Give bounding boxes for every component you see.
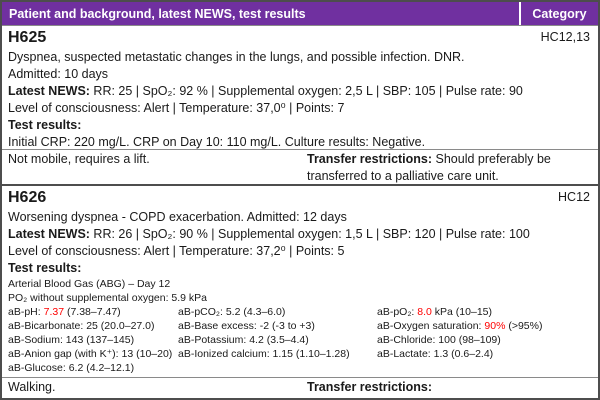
abg-value-po2: aB-pO₂: 8.0 kPa (10–15) [377,305,590,319]
abg-row: aB-Sodium: 143 (137–145) aB-Potassium: 4… [8,333,590,347]
abg-value-pco2: aB-pCO₂: 5.2 (4.3–6.0) [178,305,377,319]
case-summary-line: Worsening dyspnea - COPD exacerbation. A… [8,210,347,224]
transfer-label: Transfer restrictions: [307,152,433,166]
abg-pre: aB-Ionized calcium: 1.15 (1.10–1.28) [178,348,350,360]
abg-pre: aB-Anion gap (with K⁺): 13 (10–20) [8,348,173,360]
case-h625-mobility-row: Not mobile, requires a lift. Transfer re… [2,149,598,184]
case-id: H626 [8,189,47,206]
case-h625-title-row: H625 HC12,13 [8,28,590,49]
abg-ref-range: kPa (10–15) [431,306,492,318]
news-values: RR: 26 | SpO₂: 90 % | Supplemental oxyge… [89,227,530,241]
abg-pre: aB-Sodium: 143 (137–145) [8,334,135,346]
case-h625-section: H625 HC12,13 Dyspnea, suspected metastat… [2,26,598,149]
abg-flagged-value: 90% [484,320,506,332]
abg-pre: aB-Base excess: -2 (-3 to +3) [178,320,315,332]
abg-row: aB-Bicarbonate: 25 (20.0–27.0) aB-Base e… [8,319,590,333]
abg-ref-range: (7.38–7.47) [64,306,121,318]
table-header-row: Patient and background, latest NEWS, tes… [2,2,598,26]
header-column-divider [519,2,521,25]
abg-value-potassium: aB-Potassium: 4.2 (3.5–4.4) [178,333,377,347]
abg-value-lactate: aB-Lactate: 1.3 (0.6–2.4) [377,347,590,361]
news-label: Latest NEWS: [8,227,90,241]
abg-row: aB-Anion gap (with K⁺): 13 (10–20) aB-Io… [8,347,590,361]
transfer-restrictions: Transfer restrictions: [307,379,589,398]
abg-value-chloride: aB-Chloride: 100 (98–109) [377,333,590,347]
abg-title: Arterial Blood Gas (ABG) – Day 12 [8,278,171,290]
abg-flagged-value: 7.37 [43,306,65,318]
mobility-status: Walking. [8,380,56,394]
transfer-label: Transfer restrictions: [307,380,433,394]
abg-row: aB-pH: 7.37 (7.38–7.47) aB-pCO₂: 5.2 (4.… [8,305,590,319]
abg-pre: aB-pCO₂: 5.2 (4.3–6.0) [178,306,286,318]
abg-value-anion-gap: aB-Anion gap (with K⁺): 13 (10–20) [8,347,178,361]
abg-pre: aB-Oxygen saturation: [377,320,485,332]
abg-pre: aB-Potassium: 4.2 (3.5–4.4) [178,334,309,346]
abg-value-glucose: aB-Glucose: 6.2 (4.2–12.1) [8,361,178,375]
abg-value-base-excess: aB-Base excess: -2 (-3 to +3) [178,319,377,333]
abg-value-ph: aB-pH: 7.37 (7.38–7.47) [8,305,178,319]
abg-block: Arterial Blood Gas (ABG) – Day 12 PO₂ wi… [8,277,590,375]
case-news-line: Latest NEWS: RR: 26 | SpO₂: 90 % | Suppl… [8,226,590,243]
abg-empty-cell [178,361,377,375]
case-h626-mobility-row: Walking. Transfer restrictions: [2,377,598,398]
abg-pre: aB-pO₂: [377,306,418,318]
mobility-status: Not mobile, requires a lift. [8,152,150,166]
transfer-text: Should preferably be transferred to a pa… [307,152,551,183]
abg-value-ionized-calcium: aB-Ionized calcium: 1.15 (1.10–1.28) [178,347,377,361]
abg-flagged-value: 8.0 [417,306,432,318]
case-h626-section: H626 HC12 Worsening dyspnea - COPD exace… [2,184,598,377]
news-label: Latest NEWS: [8,84,90,98]
abg-pre: aB-Chloride: 100 (98–109) [377,334,501,346]
test-results-label: Test results: [8,118,82,132]
case-h626-title-row: H626 HC12 [8,188,590,209]
header-patient-column: Patient and background, latest NEWS, tes… [2,2,519,25]
case-category: HC12,13 [540,30,590,44]
header-category-column: Category [521,2,598,25]
abg-empty-cell [377,361,590,375]
abg-value-oxygen-saturation: aB-Oxygen saturation: 90% (>95%) [377,319,590,333]
case-consciousness-line: Level of consciousness: Alert | Temperat… [8,101,345,115]
abg-row: aB-Glucose: 6.2 (4.2–12.1) [8,361,590,375]
abg-value-sodium: aB-Sodium: 143 (137–145) [8,333,178,347]
news-values: RR: 25 | SpO₂: 92 % | Supplemental oxyge… [89,84,523,98]
abg-pre: aB-pH: [8,306,44,318]
case-id: H625 [8,29,47,46]
case-admitted-line: Admitted: 10 days [8,67,109,81]
case-category: HC12 [558,190,590,204]
abg-ref-range: (>95%) [505,320,543,332]
abg-pre: aB-Lactate: 1.3 (0.6–2.4) [377,348,494,360]
case-news-line: Latest NEWS: RR: 25 | SpO₂: 92 % | Suppl… [8,83,590,100]
abg-value-bicarbonate: aB-Bicarbonate: 25 (20.0–27.0) [8,319,178,333]
abg-pre: aB-Glucose: 6.2 (4.2–12.1) [8,362,135,374]
abg-pre: aB-Bicarbonate: 25 (20.0–27.0) [8,320,155,332]
case-consciousness-line: Level of consciousness: Alert | Temperat… [8,244,345,258]
test-results-line: Initial CRP: 220 mg/L. CRP on Day 10: 11… [8,135,426,149]
abg-note: PO₂ without supplemental oxygen: 5.9 kPa [8,292,208,304]
case-summary-line: Dyspnea, suspected metastatic changes in… [8,50,465,64]
test-results-label: Test results: [8,261,82,275]
transfer-restrictions: Transfer restrictions: Should preferably… [307,151,589,184]
